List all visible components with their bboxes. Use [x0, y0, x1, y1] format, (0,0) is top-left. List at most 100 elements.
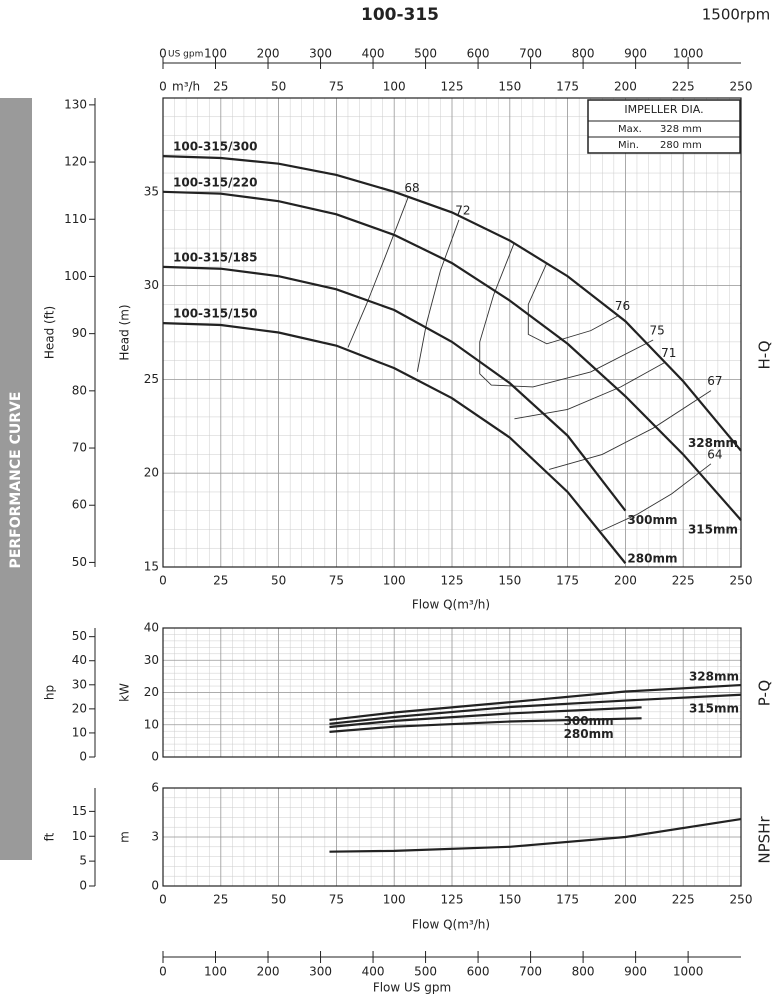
plot-frame: [162, 787, 742, 887]
x2-tick-label: 300: [309, 47, 332, 61]
x2-tick-label: 700: [519, 965, 542, 979]
y-axis-label: Head (m): [118, 304, 132, 360]
x-tick-label: 125: [441, 893, 464, 907]
efficiency-label: 72: [455, 203, 470, 217]
series-label: 315mm: [689, 701, 739, 715]
x2-tick-label: 300: [309, 965, 332, 979]
curve-group-label: H-Q: [756, 340, 774, 369]
x2-tick-label: 800: [572, 47, 595, 61]
efficiency-contour: [416, 219, 460, 372]
y2-tick-label: 130: [64, 97, 87, 111]
top-x-tick-label: 50: [271, 80, 286, 94]
x-tick-label: 250: [730, 574, 753, 588]
plot-frame: [162, 97, 742, 568]
x2-tick-label: 1000: [673, 47, 704, 61]
x2-tick-label: 600: [467, 47, 490, 61]
y2-tick-label: 0: [79, 750, 87, 764]
x2-tick-label: 500: [414, 47, 437, 61]
y2-tick-label: 50: [72, 629, 87, 643]
x-tick-label: 125: [441, 574, 464, 588]
y2-tick-label: 50: [72, 555, 87, 569]
speed: 1500rpm: [702, 6, 770, 24]
y-tick-label: 30: [144, 278, 159, 292]
y2-tick-label: 20: [72, 701, 87, 715]
curve: [329, 683, 742, 722]
x2-tick-label: 100: [204, 965, 227, 979]
y-tick-label: 6: [151, 781, 159, 795]
curve: [162, 190, 742, 521]
title: 100-315: [361, 5, 439, 25]
efficiency-label: 75: [650, 324, 665, 338]
x-tick-label: 100: [383, 893, 406, 907]
y-axis-label: m: [118, 831, 132, 843]
y2-axis-label: Head (ft): [43, 306, 57, 359]
x2-tick-label: 200: [257, 47, 280, 61]
series-label: 300mm: [564, 714, 614, 728]
x2-tick-label: 100: [204, 47, 227, 61]
x-tick-label: 25: [213, 893, 228, 907]
efficiency-contour: [514, 362, 665, 420]
y-tick-label: 30: [144, 653, 159, 667]
efficiency-contour: [599, 463, 712, 532]
x2-tick-label: 500: [414, 965, 437, 979]
x-tick-label: 25: [213, 574, 228, 588]
curve: [329, 706, 642, 729]
x2-tick-label: 400: [362, 47, 385, 61]
curve-group-label: P-Q: [756, 680, 774, 706]
impeller-cell: Max.: [618, 124, 642, 135]
x-axis-label: Flow Q(m³/h): [412, 918, 490, 932]
x2-tick-label: 900: [624, 965, 647, 979]
x-tick-label: 75: [329, 574, 344, 588]
top-x-tick-label: 100: [383, 80, 406, 94]
y-tick-label: 35: [144, 184, 159, 198]
top-x-tick-label: 0: [159, 80, 167, 94]
impeller-cell: 280 mm: [660, 140, 702, 151]
y2-tick-label: 30: [72, 677, 87, 691]
x2-tick-label: 400: [362, 965, 385, 979]
curve: [329, 693, 742, 725]
x2-tick-label: 600: [467, 965, 490, 979]
efficiency-label: 64: [707, 447, 722, 461]
y2-tick-label: 15: [72, 804, 87, 818]
series-label: 100-315/220: [173, 175, 258, 189]
x-tick-label: 250: [730, 893, 753, 907]
top-x-tick-label: 75: [329, 80, 344, 94]
y-tick-label: 25: [144, 372, 159, 386]
y-tick-label: 0: [151, 750, 159, 764]
efficiency-label: 76: [615, 299, 630, 313]
series-label: 100-315/185: [173, 250, 258, 264]
y-tick-label: 20: [144, 466, 159, 480]
x-tick-label: 150: [498, 893, 521, 907]
x-tick-label: 225: [672, 893, 695, 907]
y2-tick-label: 10: [72, 829, 87, 843]
y-tick-label: 40: [144, 621, 159, 635]
y2-tick-label: 80: [72, 383, 87, 397]
y-tick-label: 0: [151, 879, 159, 893]
x-tick-label: 175: [556, 574, 579, 588]
x2-axis-label: Flow US gpm: [373, 981, 451, 995]
series-label: 328mm: [689, 670, 739, 684]
curve: [162, 265, 627, 512]
curve: [329, 717, 642, 733]
curve: [162, 155, 742, 452]
y2-tick-label: 40: [72, 653, 87, 667]
diameter-label: 315mm: [688, 523, 738, 537]
x-axis-label: Flow Q(m³/h): [412, 598, 490, 612]
x2-tick-label: 1000: [673, 965, 704, 979]
top-x-tick-label: 175: [556, 80, 579, 94]
top-x-tick-label: 200: [614, 80, 637, 94]
x2-tick-label: 800: [572, 965, 595, 979]
x-tick-label: 200: [614, 574, 637, 588]
x2-axis-label: US gpm: [168, 50, 203, 60]
x-tick-label: 50: [271, 574, 286, 588]
x-tick-label: 225: [672, 574, 695, 588]
x2-tick-label: 900: [624, 47, 647, 61]
series-label: 280mm: [564, 727, 614, 741]
x-tick-label: 150: [498, 574, 521, 588]
curve: [329, 817, 742, 853]
y-tick-label: 3: [151, 830, 159, 844]
x-tick-label: 175: [556, 893, 579, 907]
efficiency-label: 71: [661, 346, 676, 360]
curve: [162, 322, 627, 564]
